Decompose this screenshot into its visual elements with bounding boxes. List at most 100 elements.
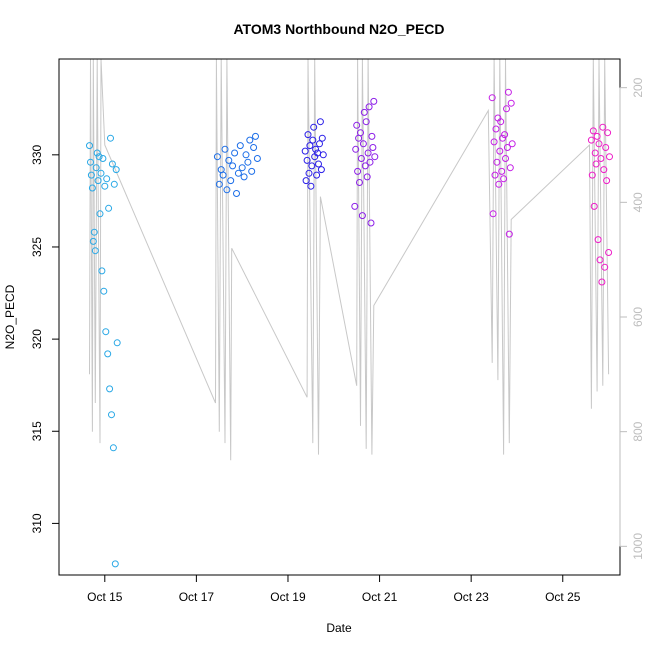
- data-point: [502, 155, 509, 162]
- data-point: [497, 118, 505, 126]
- data-point: [244, 158, 252, 166]
- data-point: [359, 140, 367, 148]
- data-point: [496, 147, 504, 155]
- x-tick-label: Oct 19: [270, 590, 306, 604]
- data-point: [307, 182, 315, 190]
- data-point: [488, 94, 496, 102]
- data-point: [505, 230, 513, 238]
- data-point: [312, 145, 320, 153]
- data-point: [507, 99, 515, 107]
- data-point: [369, 144, 377, 151]
- data-point: [231, 149, 239, 157]
- data-point: [313, 171, 321, 179]
- data-point: [253, 155, 261, 162]
- series-1: [86, 134, 121, 568]
- data-point: [601, 263, 609, 271]
- data-point: [489, 210, 497, 218]
- data-point: [213, 153, 221, 161]
- data-point: [365, 103, 373, 111]
- y-tick-label: 330: [30, 144, 44, 164]
- data-point: [599, 123, 607, 131]
- data-point: [248, 167, 256, 175]
- plot-frame: [58, 58, 621, 576]
- data-point: [223, 186, 231, 194]
- y-axis-label: N2O_PECD: [3, 284, 17, 349]
- data-point: [352, 145, 360, 153]
- y-tick-label: 315: [30, 421, 44, 441]
- data-point: [492, 125, 500, 133]
- data-point: [600, 166, 608, 174]
- data-point: [602, 144, 610, 151]
- data-point: [236, 142, 244, 150]
- data-point: [242, 151, 250, 159]
- data-point: [310, 123, 318, 131]
- series-2: [213, 132, 261, 197]
- data-point: [360, 108, 368, 116]
- data-point: [105, 204, 113, 212]
- data-point: [503, 144, 511, 151]
- data-point: [363, 173, 371, 181]
- data-point: [89, 237, 97, 245]
- data-point: [91, 247, 99, 255]
- data-point: [308, 162, 316, 170]
- data-point: [493, 158, 501, 166]
- data-point: [104, 350, 112, 358]
- data-point: [87, 171, 95, 179]
- y-axis-right: 200 400 600 800 1000: [619, 77, 645, 560]
- data-point: [96, 210, 104, 218]
- data-point: [229, 162, 237, 170]
- data-point: [316, 140, 323, 148]
- data-point: [233, 190, 240, 197]
- data-point: [503, 105, 510, 113]
- x-tick-label: Oct 25: [545, 590, 581, 604]
- data-point: [225, 156, 233, 164]
- data-point: [306, 142, 314, 150]
- data-point: [604, 129, 612, 137]
- y-tick-label: 325: [30, 237, 44, 257]
- x-tick-label: Oct 17: [179, 590, 215, 604]
- data-point: [109, 444, 117, 452]
- data-point: [606, 153, 613, 161]
- data-point: [597, 155, 605, 162]
- data-point: [238, 164, 246, 172]
- data-point: [113, 339, 121, 347]
- data-point: [303, 156, 311, 164]
- data-point: [357, 155, 365, 162]
- data-point: [490, 138, 498, 146]
- y2-tick-label: 600: [631, 307, 645, 327]
- data-point: [86, 142, 93, 150]
- data-point: [588, 171, 596, 179]
- x-tick-label: Oct 15: [87, 590, 123, 604]
- data-point: [361, 162, 369, 170]
- data-point: [316, 118, 324, 126]
- data-point: [495, 180, 503, 188]
- data-point: [508, 140, 516, 148]
- data-point: [219, 171, 227, 179]
- data-point: [107, 134, 114, 142]
- data-point: [590, 202, 598, 210]
- data-point: [106, 385, 114, 393]
- data-point: [90, 228, 98, 236]
- x-tick-label: Oct 23: [453, 590, 489, 604]
- data-point: [368, 132, 376, 140]
- series-3: [301, 118, 327, 190]
- data-point: [605, 249, 613, 256]
- data-point: [598, 278, 606, 286]
- data-point: [491, 171, 499, 179]
- data-point: [499, 134, 507, 142]
- data-point: [252, 132, 259, 140]
- data-point: [246, 136, 254, 144]
- data-point: [97, 169, 105, 177]
- data-point: [95, 153, 103, 161]
- x-axis-label: Date: [326, 621, 352, 635]
- data-point: [501, 131, 509, 139]
- series-5: [488, 88, 516, 238]
- data-point: [364, 149, 372, 157]
- data-point: [304, 131, 312, 139]
- data-points-layer: [86, 88, 613, 568]
- data-point: [362, 118, 370, 126]
- y-tick-label: 310: [30, 513, 44, 533]
- data-point: [234, 169, 242, 177]
- data-point: [99, 155, 107, 162]
